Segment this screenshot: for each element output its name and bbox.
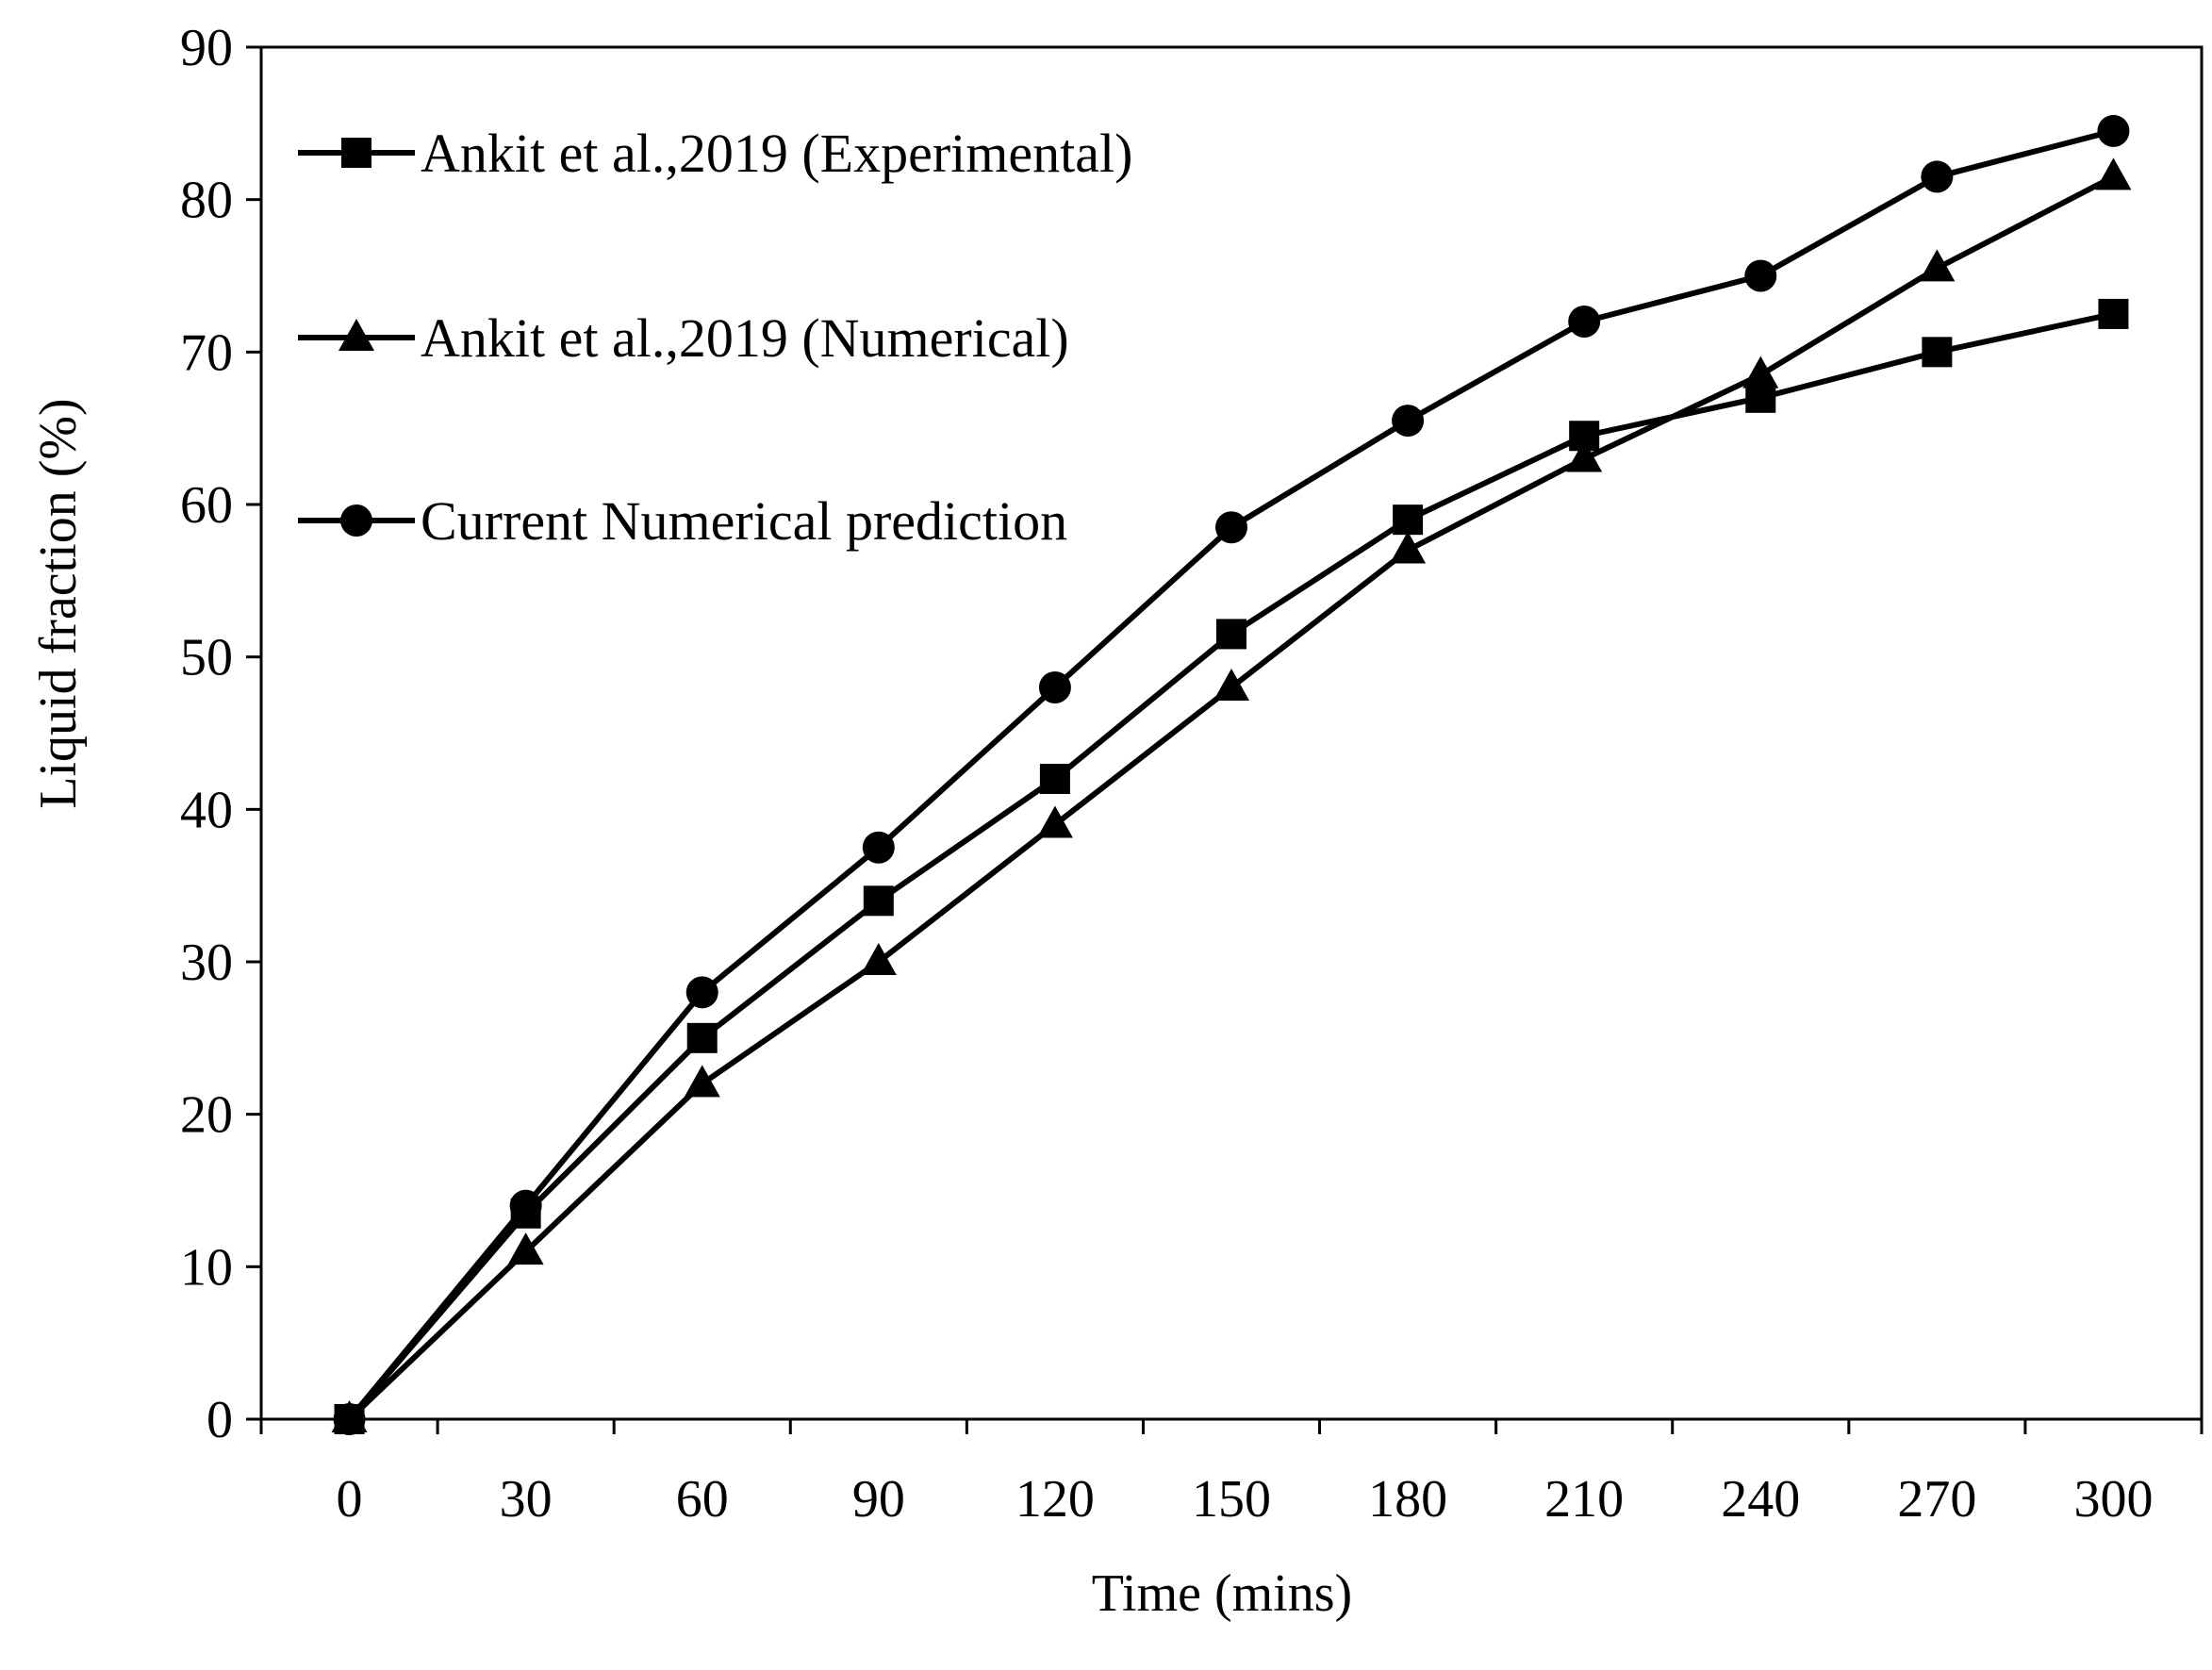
y-tick-label: 40 [180, 781, 233, 839]
y-tick-label: 20 [180, 1086, 233, 1145]
legend-item: Current Numerical prediction [298, 490, 1067, 552]
x-tick-label: 60 [676, 1470, 729, 1529]
data-point-circle [685, 976, 718, 1009]
legend-label: Ankit et al.,2019 (Numerical) [421, 307, 1069, 369]
x-tick-label: 240 [1721, 1470, 1800, 1529]
series-layer [331, 114, 2132, 1435]
legend-marker-triangle [338, 319, 374, 351]
x-tick-label: 210 [1544, 1470, 1624, 1529]
data-point-circle [1744, 259, 1777, 292]
y-tick-label: 30 [180, 934, 233, 992]
data-point-triangle [1213, 669, 1249, 701]
y-tick-label: 80 [180, 172, 233, 230]
data-point-circle [1568, 306, 1601, 338]
series-circle [333, 114, 2130, 1435]
data-point-triangle [860, 943, 897, 975]
y-tick-label: 90 [180, 19, 233, 77]
x-tick-label: 30 [500, 1470, 553, 1529]
data-point-circle [2097, 114, 2130, 147]
data-point-square [863, 885, 894, 917]
plot-area-frame [259, 45, 2204, 1421]
y-tick-label: 50 [180, 629, 233, 687]
data-point-circle [509, 1189, 542, 1222]
y-axis-ticks [246, 45, 261, 1421]
data-point-triangle [507, 1232, 544, 1265]
x-tick-label: 120 [1015, 1470, 1095, 1529]
legend-marker-circle [340, 504, 372, 537]
data-point-circle [862, 831, 895, 864]
data-point-square [1216, 619, 1246, 650]
y-tick-label: 60 [180, 476, 233, 535]
data-point-triangle [1742, 355, 1779, 389]
x-tick-label: 270 [1897, 1470, 1976, 1529]
data-point-square [1393, 504, 1424, 536]
data-point-triangle [1566, 439, 1603, 472]
data-point-triangle [1036, 805, 1073, 838]
data-point-triangle [1919, 249, 1956, 282]
data-point-square [1922, 337, 1953, 368]
y-tick-label: 10 [180, 1238, 233, 1297]
x-tick-label: 90 [852, 1470, 905, 1529]
data-point-circle [1392, 405, 1425, 438]
y-tick-label: 0 [206, 1391, 233, 1449]
legend-marker-square [341, 138, 371, 168]
data-point-square [2098, 298, 2129, 329]
data-point-square [686, 1022, 718, 1053]
legend-item: Ankit et al.,2019 (Experimental) [298, 123, 1132, 184]
data-point-triangle [1390, 531, 1427, 564]
x-axis-ticks [259, 1419, 2204, 1434]
legend-item: Ankit et al.,2019 (Numerical) [298, 307, 1069, 369]
data-point-triangle [684, 1065, 720, 1098]
data-point-square [1039, 764, 1070, 794]
data-point-triangle [2095, 157, 2132, 190]
y-axis-title: Liquid fraction (%) [29, 398, 88, 808]
x-tick-label: 150 [1192, 1470, 1271, 1529]
legend-label: Ankit et al.,2019 (Experimental) [421, 123, 1132, 184]
x-tick-label: 180 [1368, 1470, 1447, 1529]
legend-label: Current Numerical prediction [421, 490, 1067, 552]
data-point-circle [333, 1403, 366, 1435]
x-axis-tick-labels: 0 30 60 90 120 150 180 210 240 270 300 [337, 1470, 2154, 1529]
x-axis-title: Time (mins) [1092, 1564, 1352, 1623]
series-triangle [331, 157, 2132, 1432]
x-tick-label: 300 [2073, 1470, 2153, 1529]
y-tick-label: 70 [180, 323, 233, 382]
data-point-circle [1921, 160, 1954, 193]
x-tick-label: 0 [337, 1470, 363, 1529]
data-point-circle [1215, 511, 1247, 544]
data-point-circle [1038, 671, 1071, 703]
y-axis-tick-labels: 0 10 20 30 40 50 60 70 80 90 [180, 19, 233, 1449]
legend: Ankit et al.,2019 (Experimental) Ankit et… [298, 123, 1132, 552]
